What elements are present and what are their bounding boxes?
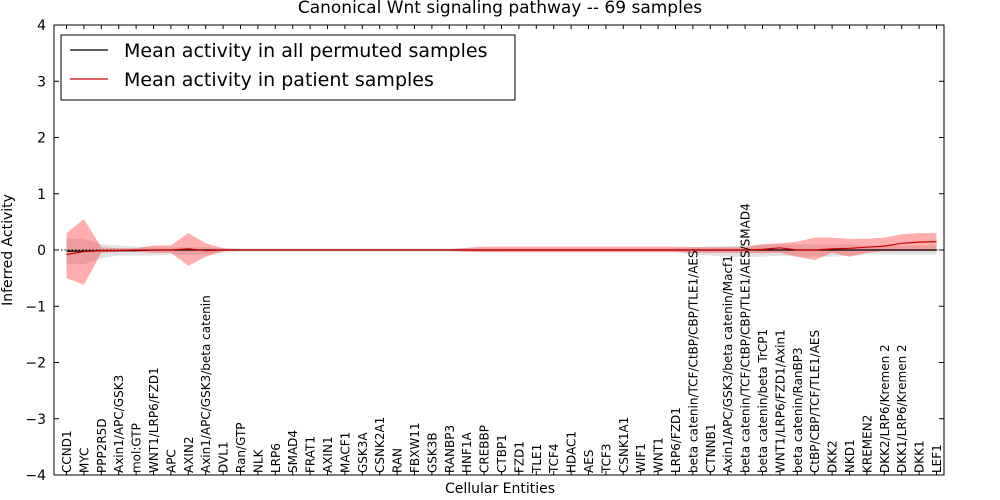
x-category-label: WNT1/LRP6/FZD1 [147, 367, 161, 473]
x-category-label: DKK2/LRP6/Kremen 2 [878, 344, 892, 473]
x-category-label: HNF1A [460, 431, 474, 473]
x-category-label: beta catenin/RanBP3 [791, 347, 805, 473]
x-category-labels: CCND1 MYC PPP2R5D Axin1/APC/GSK3 mol:GTP WNT1… [60, 203, 944, 474]
x-category-label: beta catenin/TCF/CtBP/CBP/TLE1/AES [686, 250, 700, 473]
x-category-label: CTNNB1 [704, 423, 718, 473]
legend-box [60, 34, 516, 101]
x-category-label: SMAD4 [286, 430, 300, 473]
x-category-label: Ran/GTP [234, 422, 248, 473]
x-category-label: AXIN2 [182, 436, 196, 473]
y-axis-title: Inferred Activity [0, 194, 16, 306]
x-category-label: NLK [251, 448, 265, 473]
x-category-label: AXIN1 [321, 436, 335, 473]
x-category-label: DKK1/LRP6/Kremen 2 [895, 344, 909, 473]
x-category-label: TCF4 [547, 443, 561, 474]
chart-title: Canonical Wnt signaling pathway -- 69 sa… [298, 0, 702, 18]
x-category-label: CREBBP [478, 425, 492, 473]
y-tick-label: −3 [25, 412, 46, 428]
y-axis-ticks: −4 −3 −2 −1 0 1 2 3 4 [25, 18, 944, 484]
x-category-label: RAN [391, 448, 405, 473]
y-tick-label: −2 [25, 356, 46, 372]
x-category-label: APC [164, 449, 178, 473]
x-category-label: beta catenin/beta TrCP1 [756, 329, 770, 473]
band-patient [66, 219, 937, 285]
legend: Mean activity in all permuted samples Me… [60, 34, 516, 101]
legend-label-permuted: Mean activity in all permuted samples [124, 40, 487, 62]
x-category-label: MACF1 [338, 432, 352, 473]
y-tick-label: −4 [25, 468, 46, 484]
x-category-label: LRP6 [269, 443, 283, 473]
x-axis-title: Cellular Entities [445, 481, 555, 497]
x-category-label: DKK2 [826, 440, 840, 473]
x-category-label: GSK3A [356, 432, 370, 473]
y-tick-label: 1 [37, 187, 46, 203]
y-tick-label: −1 [25, 299, 46, 315]
y-tick-label: 3 [37, 74, 46, 90]
x-category-label: FZD1 [512, 441, 526, 473]
x-category-label: CTBP1 [495, 434, 509, 473]
x-category-label: CSNK2A1 [373, 417, 387, 473]
x-category-label: CSNK1A1 [617, 417, 631, 473]
x-category-label: LEF1 [930, 444, 944, 473]
x-category-label: AES [582, 450, 596, 473]
x-category-label: DVL1 [217, 441, 231, 473]
x-category-label: TLE1 [530, 444, 544, 474]
y-tick-label: 2 [37, 131, 46, 147]
x-category-label: mol:GTP [130, 423, 144, 473]
x-category-label: RANBP3 [443, 425, 457, 473]
x-category-label: Axin1/APC/GSK3/beta catenin [199, 295, 213, 473]
x-category-label: FBXW11 [408, 423, 422, 474]
x-category-label: Axin1/APC/GSK3 [112, 375, 126, 473]
x-category-label: CCND1 [60, 430, 74, 473]
x-category-label: HDAC1 [565, 431, 579, 473]
x-category-label: FRAT1 [304, 436, 318, 473]
x-category-label: Axin1/APC/GSK3/beta catenin/Macf1 [721, 255, 735, 473]
x-category-label: MYC [77, 448, 91, 473]
legend-label-patient: Mean activity in patient samples [124, 69, 434, 91]
x-category-label: KREMEN2 [860, 415, 874, 473]
x-category-label: TCF3 [599, 443, 613, 474]
x-category-label: LRP6/FZD1 [669, 407, 683, 473]
x-category-label: DKK1 [913, 440, 927, 473]
x-category-label: CtBP/CBP/TCF/TLE1/AES [808, 330, 822, 473]
series-lines [66, 241, 937, 256]
x-category-label: WNT1/LRP6/FZD1/Axin1 [773, 329, 787, 473]
y-tick-label: 0 [37, 243, 46, 259]
x-category-label: PPP2R5D [95, 418, 109, 473]
x-category-label: WNT1 [652, 437, 666, 473]
band-permuted [66, 238, 937, 265]
y-tick-label: 4 [37, 18, 46, 34]
x-category-label: WIF1 [634, 443, 648, 473]
x-axis-ticks [66, 25, 937, 475]
confidence-bands [66, 219, 937, 285]
x-category-label: beta catenin/TCF/CtBP/CBP/TLE1/AES/SMAD4 [739, 203, 753, 473]
x-category-label: GSK3B [425, 432, 439, 473]
line-patient-mean [66, 241, 937, 256]
x-category-label: NKD1 [843, 439, 857, 473]
